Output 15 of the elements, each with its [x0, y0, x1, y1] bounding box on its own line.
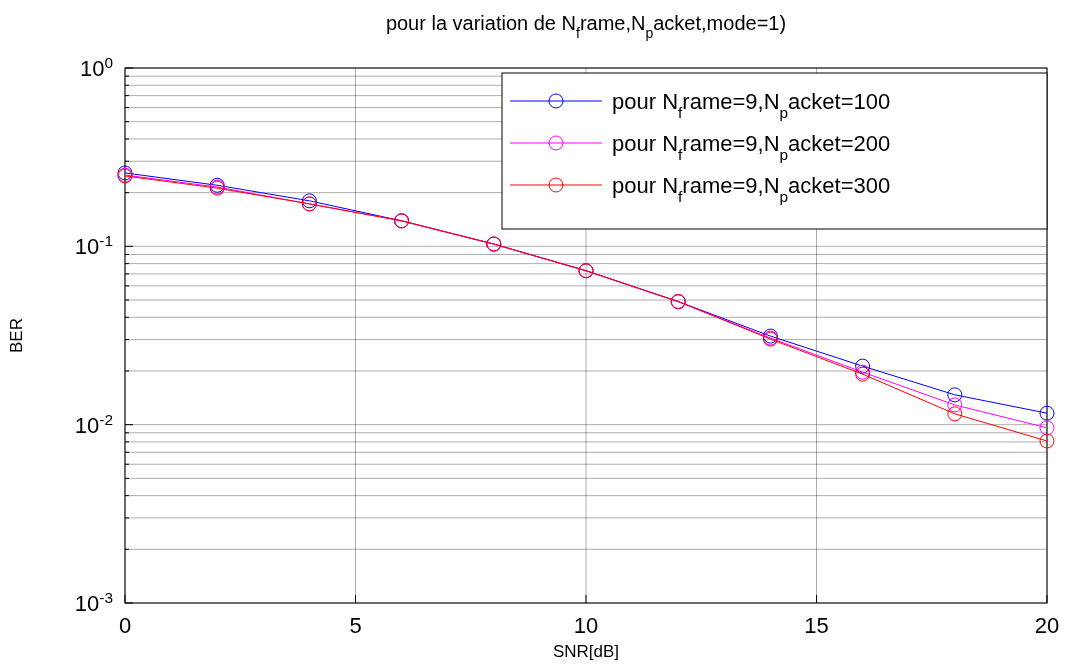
x-tick-label: 15 — [804, 613, 829, 638]
chart-title: pour la variation de N$_{f}$rame,N$_{p}$acket,mode=1) — [385, 12, 787, 41]
y-tick-label: 10$^{-3}$ — [74, 588, 113, 616]
x-tick-label: 10 — [573, 613, 599, 638]
legend-label: pour N$_{f}$rame=9,N$_{p}$acket=100 — [612, 89, 891, 121]
y-axis-title: BER — [7, 318, 26, 353]
x-tick-label: 5 — [349, 613, 362, 638]
y-tick-label: 10$^{-2}$ — [74, 410, 113, 438]
x-tick-label: 0 — [118, 613, 132, 638]
legend-label: pour N$_{f}$rame=9,N$_{p}$acket=200 — [612, 131, 891, 163]
x-axis-title: SNR[dB] — [552, 642, 620, 661]
y-tick-label: 10$^{-1}$ — [74, 231, 113, 260]
legend-label: pour N$_{f}$rame=9,N$_{p}$acket=300 — [612, 173, 891, 205]
x-tick-label: 20 — [1034, 613, 1060, 638]
y-tick-label: 10$^{0}$ — [79, 53, 113, 81]
